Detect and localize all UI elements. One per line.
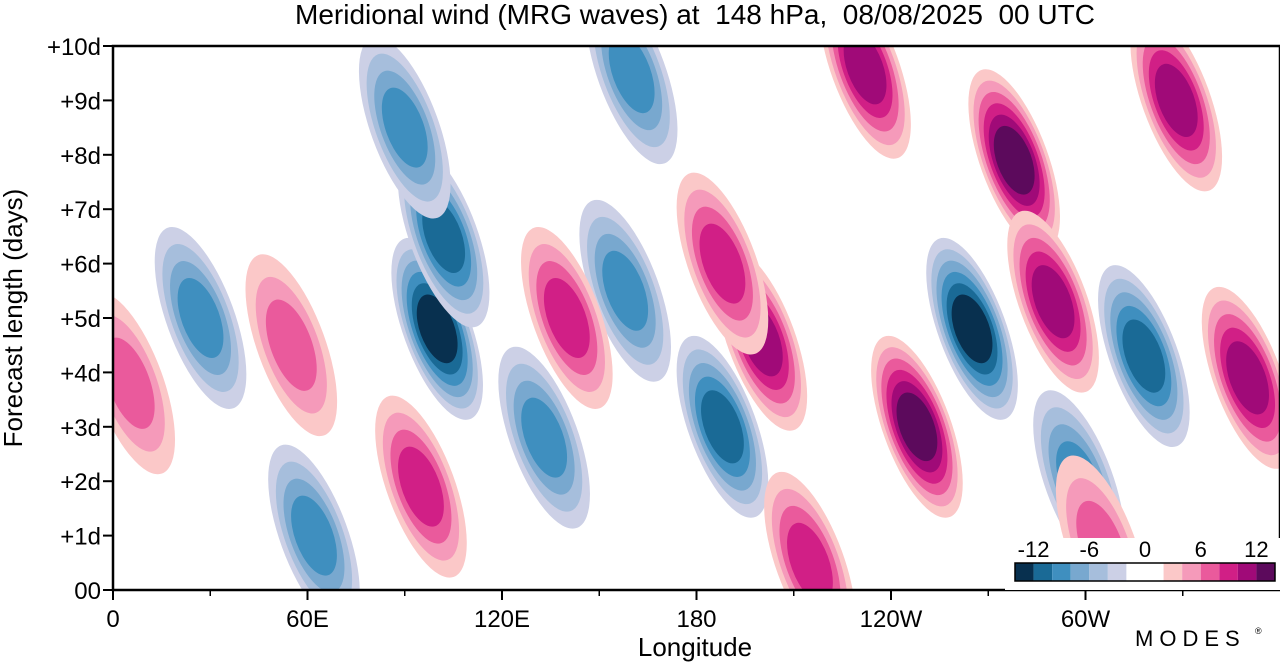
y-axis-label: Forecast length (days) [0,189,28,448]
colorbar-label-3: 6 [1195,537,1207,562]
negative-wind-anomaly-3 [154,227,247,409]
y-tick-label-10: +10d [47,34,101,61]
positive-wind-anomaly-12 [871,335,963,518]
colorbar-swatch-4 [1089,563,1108,581]
svg-text:MODES: MODES [1135,626,1246,651]
negative-wind-anomaly-4 [579,199,671,382]
y-tick-label-6: +6d [60,252,101,279]
positive-wind-anomaly-22 [764,471,856,590]
colorbar-swatch-8 [1182,563,1201,581]
x-tick-label-3: 180 [676,606,716,633]
colorbar-swatch-9 [1200,563,1220,581]
colorbar-swatch-0 [1015,563,1034,581]
x-tick-label-4: 120W [860,606,923,633]
y-tick-label-3: +3d [60,415,101,442]
colorbar-swatch-6 [1126,563,1164,581]
chart-title: Meridional wind (MRG waves) at 148 hPa, … [295,0,1095,30]
x-tick-label-2: 120E [474,606,530,633]
negative-wind-anomaly-6 [498,346,590,529]
positive-wind-anomaly-16 [819,46,911,159]
colorbar-swatch-2 [1052,563,1071,581]
y-tick-label-2: +2d [60,469,101,496]
modes-logo: MODES ® [1135,626,1262,651]
y-tick-label-8: +8d [60,143,101,170]
y-tick-label-1: +1d [60,524,101,551]
positive-wind-anomaly-20 [245,254,338,437]
y-tick-label-0: 00 [74,578,101,605]
colorbar-label-0: -12 [1018,537,1050,562]
plot-area [113,46,1280,590]
colorbar: -12 -6 0 6 12 [1005,537,1280,590]
colorbar-label-2: 0 [1139,537,1151,562]
x-tick-label-1: 60E [286,606,329,633]
positive-wind-anomaly-23 [676,172,769,355]
positive-wind-anomaly-24 [113,292,176,475]
svg-text:®: ® [1255,626,1262,636]
positive-wind-anomaly-13 [968,69,1060,252]
y-tick-label-4: +4d [60,360,101,387]
positive-wind-anomaly-19 [521,227,613,409]
colorbar-swatch-5 [1107,563,1127,581]
colorbar-label-4: 12 [1244,537,1268,562]
y-tick-label-9: +9d [60,88,101,115]
colorbar-swatch-3 [1070,563,1090,581]
positive-wind-anomaly-21 [375,395,467,578]
positive-wind-anomaly-17 [1201,286,1280,469]
x-axis-label: Longitude [638,632,752,662]
negative-wind-anomaly-0 [391,237,483,420]
y-tick-label-5: +5d [60,306,101,333]
negative-wind-anomaly-8 [1098,265,1190,448]
negative-wind-anomaly-11 [268,444,360,590]
negative-wind-anomaly-2 [358,46,451,219]
y-tick-label-7: +7d [60,197,101,224]
x-tick-label-0: 0 [106,606,119,633]
colorbar-swatch-11 [1237,563,1257,581]
colorbar-frame [1014,562,1276,582]
negative-wind-anomaly-5 [676,335,769,518]
positive-wind-anomaly-14 [1007,210,1099,393]
negative-wind-anomaly-7 [926,237,1018,420]
x-tick-label-5: 60W [1061,606,1111,633]
colorbar-label-1: -6 [1080,537,1100,562]
negative-wind-anomaly-10 [585,46,678,165]
colorbar-swatch-12 [1256,563,1275,581]
positive-wind-anomaly-18 [1130,46,1223,192]
colorbar-swatch-7 [1163,563,1183,581]
colorbar-swatch-1 [1033,563,1053,581]
colorbar-swatch-10 [1219,563,1238,581]
